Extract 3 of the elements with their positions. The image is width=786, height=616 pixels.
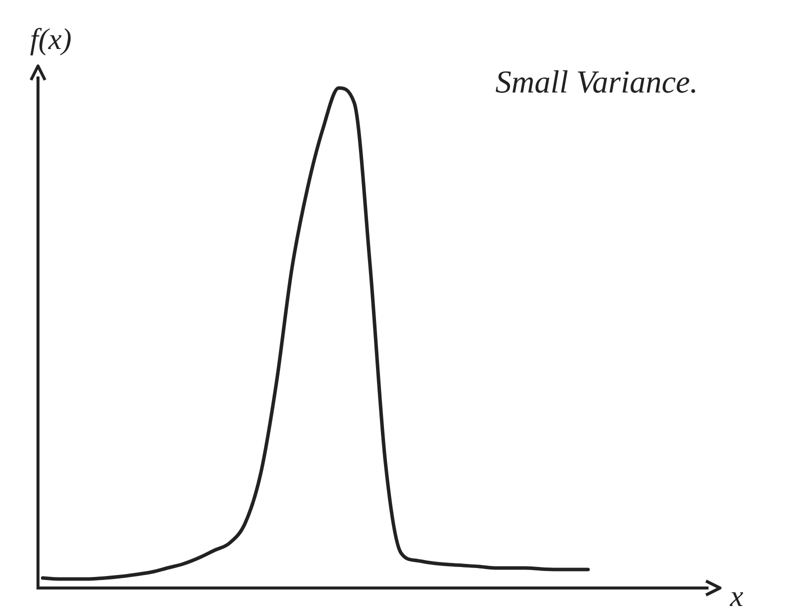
chart-title: Small Variance.: [495, 63, 698, 100]
x-axis-title: x: [729, 580, 744, 613]
y-axis-title: f(x): [30, 22, 72, 56]
